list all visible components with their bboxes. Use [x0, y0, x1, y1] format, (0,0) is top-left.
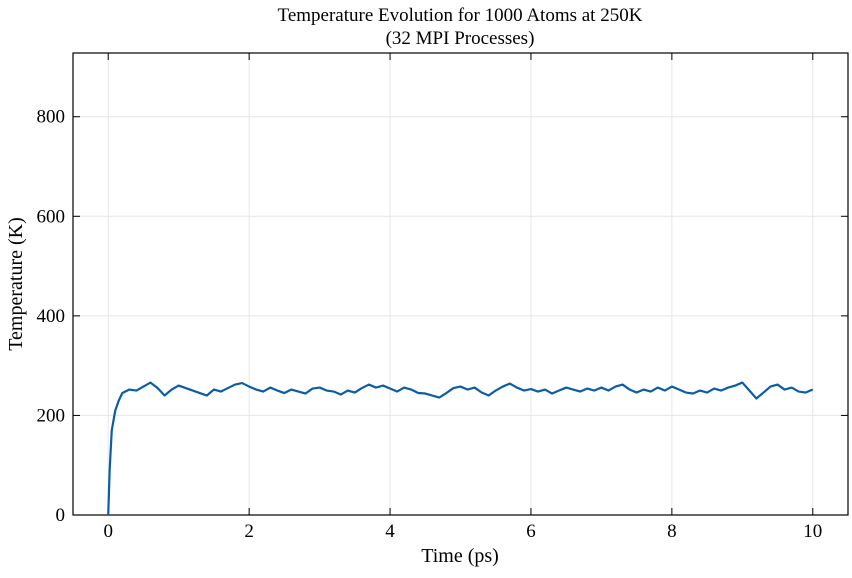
y-tick-label: 0	[56, 505, 66, 526]
y-tick-label: 800	[37, 107, 66, 128]
y-tick-label: 400	[37, 306, 66, 327]
x-axis-label: Time (ps)	[421, 545, 499, 567]
line-series	[107, 381, 814, 516]
x-tick-label: 6	[526, 521, 536, 542]
y-tick-label: 600	[37, 206, 66, 227]
x-tick-label: 8	[667, 521, 677, 542]
y-tick-label: 200	[37, 405, 66, 426]
plot-frame	[72, 52, 849, 516]
x-tick-label: 2	[244, 521, 254, 542]
chart-subtitle: (32 MPI Processes)	[386, 28, 535, 49]
x-tick-label: 0	[103, 521, 113, 542]
x-tick-label: 10	[803, 521, 822, 542]
chart-title: Temperature Evolution for 1000 Atoms at …	[278, 5, 643, 26]
x-tick-label: 4	[385, 521, 395, 542]
y-axis-label: Temperature (K)	[5, 217, 27, 351]
